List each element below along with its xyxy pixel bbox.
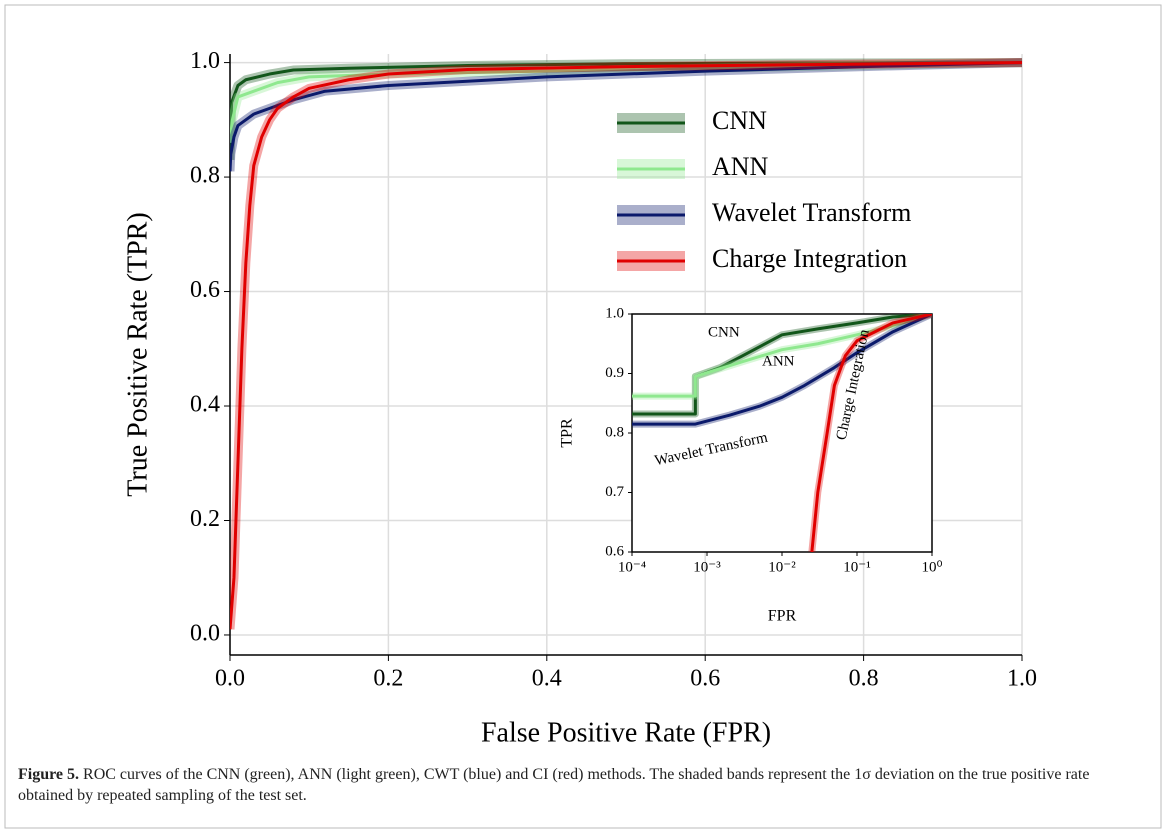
line bbox=[230, 61, 1022, 160]
y-tick-label: 0.8 bbox=[190, 163, 220, 189]
x-tick-label: 0.6 bbox=[690, 666, 720, 692]
y-tick-label: 0.9 bbox=[605, 365, 624, 381]
x-tick-label: 10⁻⁴ bbox=[618, 559, 646, 575]
legend-label: CNN bbox=[712, 106, 767, 135]
line bbox=[230, 61, 1022, 630]
x-tick-label: 10⁻³ bbox=[693, 559, 721, 575]
y-axis-label: True Positive Rate (TPR) bbox=[122, 212, 153, 496]
annotation: CNN bbox=[708, 324, 740, 340]
y-tick-label: 1.0 bbox=[190, 48, 220, 74]
line bbox=[810, 314, 932, 552]
legend-label: ANN bbox=[712, 152, 769, 181]
y-tick-label: 1.0 bbox=[605, 305, 624, 321]
line bbox=[230, 61, 1022, 143]
y-axis-label: TPR bbox=[559, 418, 576, 448]
x-tick-label: 10⁰ bbox=[921, 559, 942, 575]
legend-label: Wavelet Transform bbox=[712, 198, 911, 227]
caption-text: ROC curves of the CNN (green), ANN (ligh… bbox=[18, 766, 1090, 804]
caption-label: Figure 5. bbox=[18, 766, 80, 783]
annotation: ANN bbox=[762, 353, 795, 369]
x-tick-label: 0.0 bbox=[215, 666, 245, 692]
y-tick-label: 0.6 bbox=[190, 277, 220, 303]
x-tick-label: 0.8 bbox=[849, 666, 879, 692]
x-tick-label: 0.2 bbox=[373, 666, 403, 692]
plot-area bbox=[631, 313, 933, 553]
x-tick-label: 10⁻¹ bbox=[843, 559, 870, 575]
x-tick-label: 0.4 bbox=[532, 666, 562, 692]
y-tick-label: 0.7 bbox=[605, 484, 624, 500]
y-tick-label: 0.8 bbox=[605, 424, 624, 440]
y-tick-label: 0.0 bbox=[190, 620, 220, 646]
y-tick-label: 0.6 bbox=[605, 543, 624, 559]
x-axis-label: False Positive Rate (FPR) bbox=[481, 717, 771, 748]
x-axis-label: FPR bbox=[768, 608, 797, 625]
y-tick-label: 0.2 bbox=[190, 506, 220, 532]
figure-frame bbox=[4, 4, 1162, 829]
legend-label: Charge Integration bbox=[712, 244, 907, 273]
x-tick-label: 1.0 bbox=[1007, 666, 1037, 692]
y-tick-label: 0.4 bbox=[190, 392, 220, 418]
x-tick-label: 10⁻² bbox=[768, 559, 796, 575]
caption: Figure 5. ROC curves of the CNN (green),… bbox=[18, 764, 1148, 806]
line bbox=[632, 314, 932, 426]
